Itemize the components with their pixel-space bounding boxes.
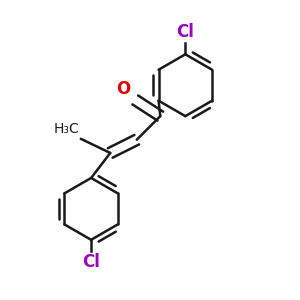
Text: H₃C: H₃C	[54, 122, 79, 136]
Text: O: O	[117, 80, 131, 98]
Text: Cl: Cl	[82, 253, 100, 271]
Text: Cl: Cl	[176, 23, 194, 41]
